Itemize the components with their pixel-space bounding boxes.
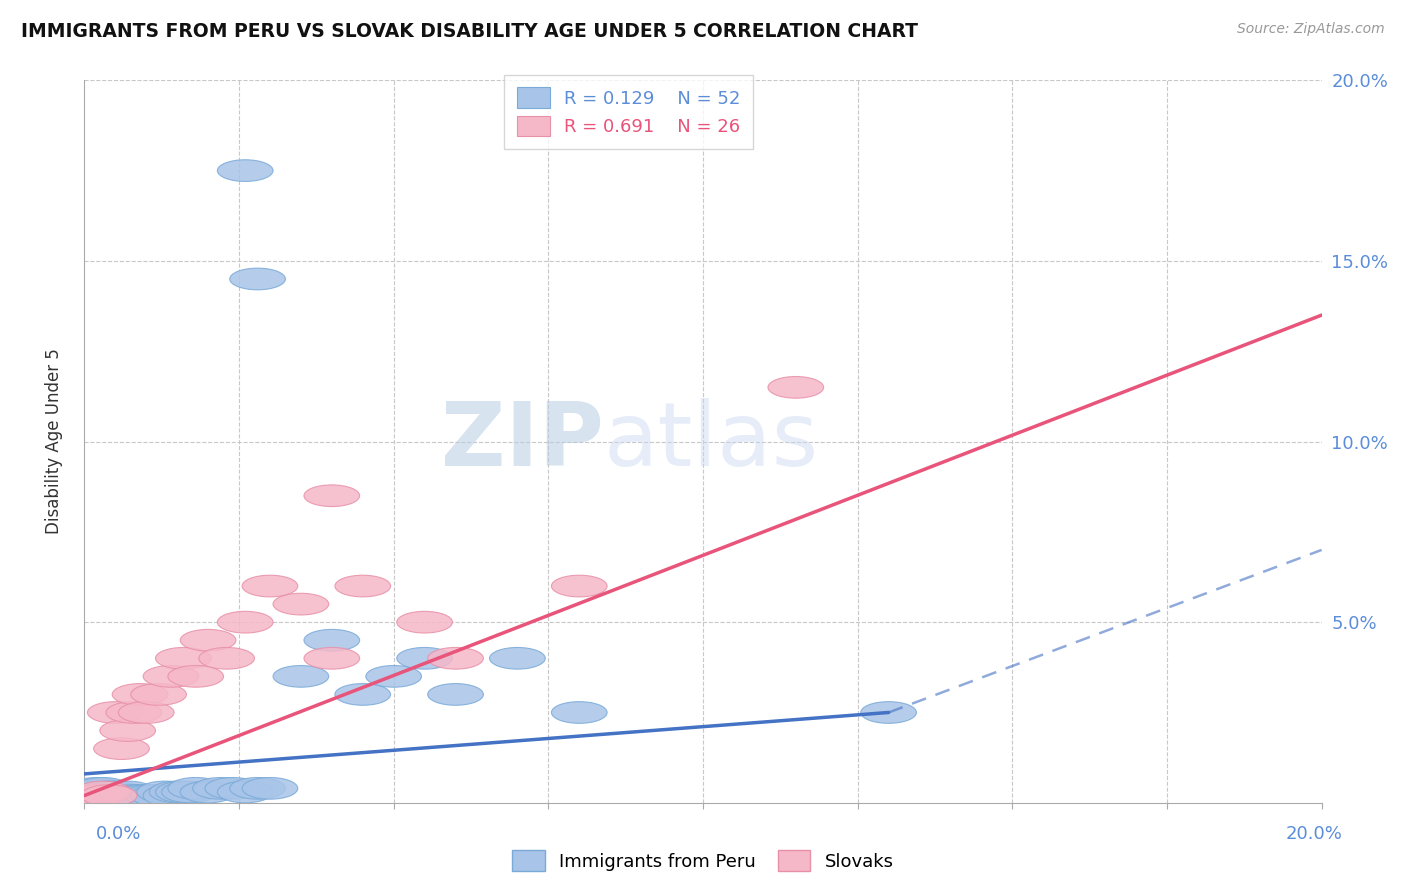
Ellipse shape [100,785,156,806]
Ellipse shape [69,778,125,799]
Ellipse shape [218,611,273,633]
Ellipse shape [118,785,174,806]
Ellipse shape [551,702,607,723]
Ellipse shape [366,665,422,687]
Text: IMMIGRANTS FROM PERU VS SLOVAK DISABILITY AGE UNDER 5 CORRELATION CHART: IMMIGRANTS FROM PERU VS SLOVAK DISABILIT… [21,22,918,41]
Ellipse shape [156,781,211,803]
Ellipse shape [69,781,125,803]
Ellipse shape [860,702,917,723]
Ellipse shape [82,789,136,810]
Ellipse shape [82,785,136,806]
Ellipse shape [100,720,156,741]
Ellipse shape [105,702,162,723]
Ellipse shape [167,778,224,799]
Ellipse shape [112,785,167,806]
Ellipse shape [218,781,273,803]
Ellipse shape [180,781,236,803]
Ellipse shape [273,665,329,687]
Ellipse shape [69,789,125,810]
Ellipse shape [82,785,136,806]
Ellipse shape [131,683,187,706]
Ellipse shape [304,648,360,669]
Ellipse shape [75,789,131,810]
Ellipse shape [100,789,156,810]
Text: atlas: atlas [605,398,820,485]
Ellipse shape [100,781,156,803]
Text: 20.0%: 20.0% [1286,825,1343,843]
Ellipse shape [198,648,254,669]
Ellipse shape [193,778,249,799]
Ellipse shape [136,781,193,803]
Ellipse shape [87,781,143,803]
Ellipse shape [75,785,131,806]
Ellipse shape [218,160,273,181]
Ellipse shape [118,702,174,723]
Ellipse shape [143,665,198,687]
Ellipse shape [82,781,136,803]
Ellipse shape [75,778,131,799]
Ellipse shape [94,785,149,806]
Legend: R = 0.129    N = 52, R = 0.691    N = 26: R = 0.129 N = 52, R = 0.691 N = 26 [505,75,754,149]
Ellipse shape [396,648,453,669]
Ellipse shape [87,785,143,806]
Text: Source: ZipAtlas.com: Source: ZipAtlas.com [1237,22,1385,37]
Y-axis label: Disability Age Under 5: Disability Age Under 5 [45,349,63,534]
Ellipse shape [87,702,143,723]
Ellipse shape [427,683,484,706]
Ellipse shape [94,789,149,810]
Ellipse shape [242,575,298,597]
Ellipse shape [167,665,224,687]
Text: ZIP: ZIP [441,398,605,485]
Ellipse shape [105,785,162,806]
Ellipse shape [131,785,187,806]
Text: 0.0%: 0.0% [96,825,141,843]
Ellipse shape [75,781,131,803]
Ellipse shape [273,593,329,615]
Ellipse shape [205,778,260,799]
Ellipse shape [551,575,607,597]
Ellipse shape [242,778,298,799]
Ellipse shape [427,648,484,669]
Ellipse shape [304,630,360,651]
Ellipse shape [304,485,360,507]
Ellipse shape [335,683,391,706]
Ellipse shape [63,781,118,803]
Ellipse shape [125,785,180,806]
Ellipse shape [112,683,167,706]
Ellipse shape [162,781,218,803]
Ellipse shape [112,789,167,810]
Ellipse shape [229,268,285,290]
Ellipse shape [63,789,118,810]
Ellipse shape [69,785,125,806]
Ellipse shape [87,789,143,810]
Ellipse shape [94,738,149,759]
Ellipse shape [335,575,391,597]
Ellipse shape [105,789,162,810]
Ellipse shape [156,648,211,669]
Ellipse shape [489,648,546,669]
Ellipse shape [149,781,205,803]
Ellipse shape [69,785,125,806]
Ellipse shape [396,611,453,633]
Ellipse shape [63,785,118,806]
Ellipse shape [229,778,285,799]
Ellipse shape [75,781,131,803]
Ellipse shape [768,376,824,398]
Ellipse shape [63,789,118,810]
Legend: Immigrants from Peru, Slovaks: Immigrants from Peru, Slovaks [505,843,901,879]
Ellipse shape [143,785,198,806]
Ellipse shape [180,630,236,651]
